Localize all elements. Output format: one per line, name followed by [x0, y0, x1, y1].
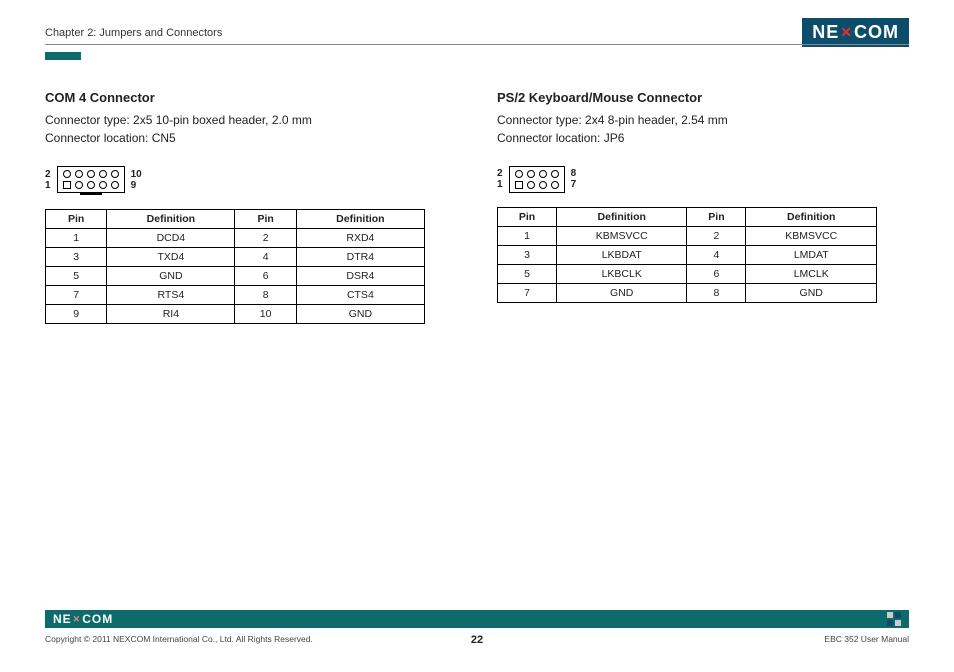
connector-location-right: Connector location: JP6 [497, 129, 909, 147]
logo-part-2: COM [854, 22, 899, 43]
table-header: Definition [556, 208, 687, 227]
table-row: 9RI410GND [46, 305, 425, 324]
copyright-text: Copyright © 2011 NEXCOM International Co… [45, 634, 313, 644]
logo-part-1: NE [812, 22, 839, 43]
table-header: Pin [46, 210, 107, 229]
footer-squares-icon [887, 612, 901, 626]
footer-logo-part-1: NE [53, 612, 72, 626]
connector-type-left: Connector type: 2x5 10-pin boxed header,… [45, 111, 457, 129]
table-row: 1DCD42RXD4 [46, 229, 425, 248]
table-row: 7RTS48CTS4 [46, 286, 425, 305]
footer-logo-part-2: COM [82, 612, 113, 626]
table-row: 3LKBDAT4LMDAT [498, 246, 877, 265]
table-row: 5LKBCLK6LMCLK [498, 265, 877, 284]
table-header: Pin [498, 208, 557, 227]
pin-diagram-right: 2187 [497, 165, 909, 193]
header-rule [45, 44, 909, 45]
table-header: Definition [296, 210, 424, 229]
table-row: 3TXD44DTR4 [46, 248, 425, 267]
pin-table-right: PinDefinitionPinDefinition1KBMSVCC2KBMSV… [497, 207, 877, 303]
left-column: COM 4 Connector Connector type: 2x5 10-p… [45, 90, 457, 324]
footer-logo-x-icon: ✕ [73, 614, 82, 625]
manual-name: EBC 352 User Manual [824, 634, 909, 644]
table-row: 5GND6DSR4 [46, 267, 425, 286]
connector-type-right: Connector type: 2x4 8-pin header, 2.54 m… [497, 111, 909, 129]
table-row: 1KBMSVCC2KBMSVCC [498, 227, 877, 246]
accent-bar [45, 52, 81, 60]
table-header: Definition [107, 210, 235, 229]
chapter-title: Chapter 2: Jumpers and Connectors [45, 27, 222, 39]
table-header: Pin [687, 208, 746, 227]
pin-diagram-left: 21109 [45, 165, 457, 195]
section-title-right: PS/2 Keyboard/Mouse Connector [497, 90, 909, 105]
nexcom-logo: NE ✕ COM [802, 18, 909, 47]
right-column: PS/2 Keyboard/Mouse Connector Connector … [497, 90, 909, 324]
pin-table-left: PinDefinitionPinDefinition1DCD42RXD43TXD… [45, 209, 425, 324]
footer-bar: NE ✕ COM [45, 610, 909, 628]
connector-location-left: Connector location: CN5 [45, 129, 457, 147]
footer-logo: NE ✕ COM [53, 612, 113, 626]
table-header: Definition [746, 208, 877, 227]
logo-x-icon: ✕ [840, 24, 853, 41]
table-header: Pin [235, 210, 296, 229]
table-row: 7GND8GND [498, 284, 877, 303]
section-title-left: COM 4 Connector [45, 90, 457, 105]
